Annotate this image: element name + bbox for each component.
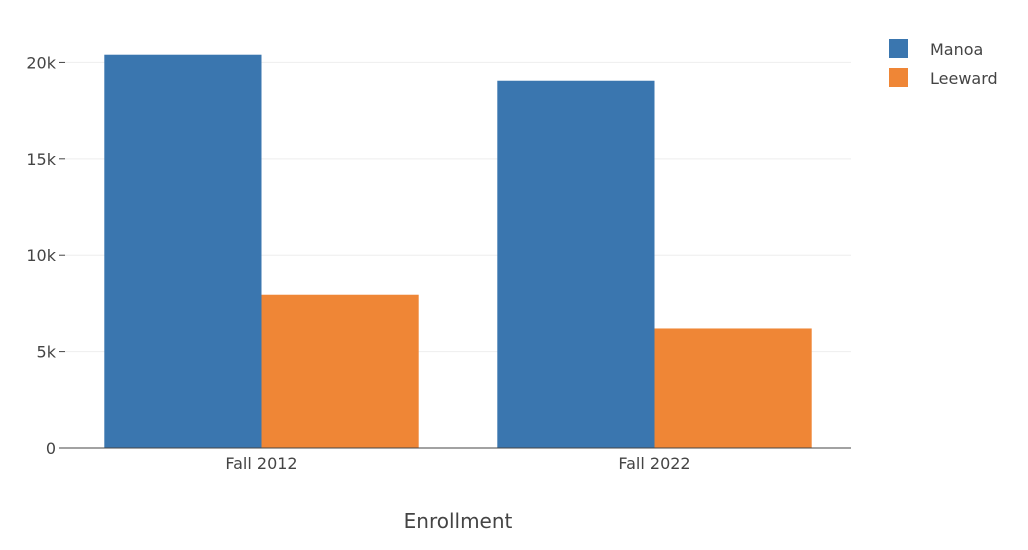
bars [104,54,812,449]
legend-swatch [889,68,908,87]
bar-leeward-fall-2022[interactable] [654,328,812,448]
legend-item-manoa[interactable]: Manoa [889,39,983,59]
y-tick-labels: 0 5k 10k 15k 20k [26,53,65,458]
x-tick-label: Fall 2022 [618,454,690,473]
legend: Manoa Leeward [889,39,998,88]
y-tick-label: 5k [37,343,57,362]
y-tick-label: 15k [26,150,56,169]
x-axis-title: Enrollment [404,509,513,533]
bar-manoa-fall-2012[interactable] [104,54,262,448]
y-tick-label: 10k [26,246,56,265]
x-tick-label: Fall 2012 [225,454,297,473]
legend-label: Leeward [930,69,998,88]
x-tick-labels: Fall 2012 Fall 2022 [225,454,690,473]
y-tick-label: 20k [26,53,56,72]
legend-swatch [889,39,908,58]
bar-manoa-fall-2022[interactable] [497,80,655,449]
legend-item-leeward[interactable]: Leeward [889,68,998,88]
y-tick-label: 0 [46,439,56,458]
legend-label: Manoa [930,40,983,59]
bar-leeward-fall-2012[interactable] [261,294,419,448]
